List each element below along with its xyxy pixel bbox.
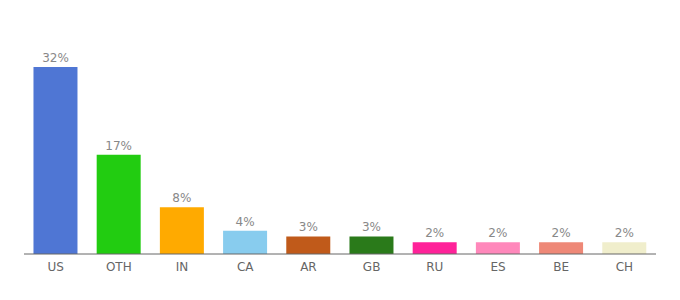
svg-text:2%: 2% xyxy=(552,226,571,240)
svg-text:OTH: OTH xyxy=(106,260,132,274)
svg-text:ES: ES xyxy=(490,260,505,274)
svg-text:8%: 8% xyxy=(172,191,191,205)
svg-text:2%: 2% xyxy=(425,226,444,240)
svg-text:4%: 4% xyxy=(236,215,255,229)
svg-text:CH: CH xyxy=(616,260,633,274)
svg-text:32%: 32% xyxy=(42,51,69,65)
svg-text:17%: 17% xyxy=(105,139,132,153)
svg-text:3%: 3% xyxy=(362,220,381,234)
svg-text:CA: CA xyxy=(237,260,254,274)
svg-text:AR: AR xyxy=(300,260,317,274)
svg-text:2%: 2% xyxy=(615,226,634,240)
svg-text:3%: 3% xyxy=(299,220,318,234)
svg-text:RU: RU xyxy=(426,260,443,274)
svg-text:BE: BE xyxy=(553,260,569,274)
svg-text:2%: 2% xyxy=(488,226,507,240)
svg-text:US: US xyxy=(47,260,63,274)
svg-text:GB: GB xyxy=(363,260,381,274)
svg-text:IN: IN xyxy=(176,260,189,274)
